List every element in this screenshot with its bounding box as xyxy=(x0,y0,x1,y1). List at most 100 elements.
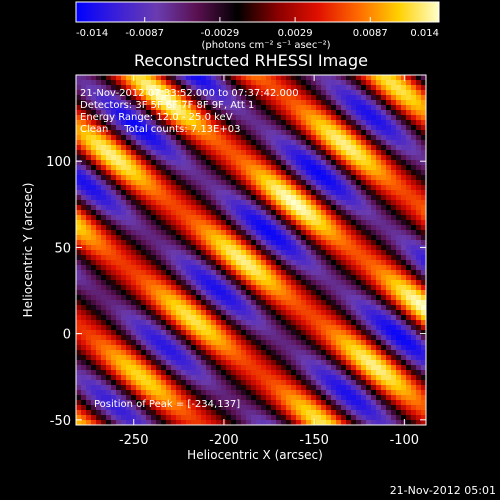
heatmap-cell xyxy=(341,385,347,391)
heatmap-cell xyxy=(156,380,162,386)
heatmap-cell xyxy=(396,165,402,171)
heatmap-cell xyxy=(301,305,307,311)
heatmap-cell xyxy=(271,375,277,381)
heatmap-cell xyxy=(266,355,272,361)
heatmap-cell xyxy=(101,205,107,211)
heatmap-cell xyxy=(106,90,112,96)
heatmap-cell xyxy=(341,375,347,381)
heatmap-cell xyxy=(366,260,372,266)
heatmap-cell xyxy=(106,410,112,416)
heatmap-cell xyxy=(251,390,257,396)
heatmap-cell xyxy=(266,190,272,196)
heatmap-cell xyxy=(81,220,87,226)
heatmap-cell xyxy=(196,290,202,296)
heatmap-cell xyxy=(181,330,187,336)
heatmap-cell xyxy=(96,75,102,81)
heatmap-cell xyxy=(356,290,362,296)
heatmap-cell xyxy=(166,340,172,346)
heatmap-cell xyxy=(126,290,132,296)
heatmap-cell xyxy=(411,270,417,276)
heatmap-cell xyxy=(416,385,422,391)
heatmap-cell xyxy=(236,125,242,131)
heatmap-cell xyxy=(276,235,282,241)
heatmap-cell xyxy=(171,180,177,186)
heatmap-cell xyxy=(106,335,112,341)
heatmap-cell xyxy=(221,80,227,86)
heatmap-cell xyxy=(131,185,137,191)
heatmap-cell xyxy=(231,230,237,236)
heatmap-cell xyxy=(181,160,187,166)
heatmap-cell xyxy=(361,95,367,101)
heatmap-cell xyxy=(326,355,332,361)
heatmap-cell xyxy=(211,105,217,111)
heatmap-cell xyxy=(136,210,142,216)
heatmap-cell xyxy=(311,105,317,111)
heatmap-cell xyxy=(266,185,272,191)
heatmap-cell xyxy=(191,235,197,241)
heatmap-cell xyxy=(141,165,147,171)
heatmap-cell xyxy=(381,105,387,111)
heatmap-cell xyxy=(241,160,247,166)
heatmap-cell xyxy=(161,200,167,206)
heatmap-cell xyxy=(91,135,97,141)
heatmap-cell xyxy=(176,295,182,301)
heatmap-cell xyxy=(386,360,392,366)
heatmap-cell xyxy=(351,185,357,191)
heatmap-cell xyxy=(191,105,197,111)
heatmap-cell xyxy=(191,370,197,376)
heatmap-cell xyxy=(261,330,267,336)
heatmap-cell xyxy=(116,385,122,391)
heatmap-cell xyxy=(346,270,352,276)
heatmap-cell xyxy=(291,345,297,351)
heatmap-cell xyxy=(131,250,137,256)
heatmap-cell xyxy=(361,215,367,221)
heatmap-cell xyxy=(316,420,322,425)
heatmap-cell xyxy=(146,265,152,271)
heatmap-cell xyxy=(96,150,102,156)
heatmap-cell xyxy=(186,210,192,216)
heatmap-cell xyxy=(251,125,257,131)
heatmap-cell xyxy=(271,300,277,306)
heatmap-cell xyxy=(336,340,342,346)
heatmap-cell xyxy=(181,405,187,411)
heatmap-cell xyxy=(411,125,417,131)
heatmap-cell xyxy=(126,190,132,196)
heatmap-cell xyxy=(136,300,142,306)
heatmap-cell xyxy=(286,190,292,196)
heatmap-cell xyxy=(386,265,392,271)
heatmap-cell xyxy=(211,140,217,146)
heatmap-cell xyxy=(366,355,372,361)
heatmap-cell xyxy=(281,390,287,396)
heatmap-cell xyxy=(166,220,172,226)
heatmap-cell xyxy=(156,195,162,201)
heatmap-cell xyxy=(411,75,417,81)
heatmap-cell xyxy=(116,150,122,156)
heatmap-cell xyxy=(326,210,332,216)
heatmap-cell xyxy=(76,370,82,376)
heatmap-cell xyxy=(326,180,332,186)
heatmap-cell xyxy=(181,165,187,171)
heatmap-cell xyxy=(266,320,272,326)
heatmap-cell xyxy=(251,325,257,331)
heatmap-cell xyxy=(221,330,227,336)
heatmap-cell xyxy=(311,240,317,246)
heatmap-cell xyxy=(376,400,382,406)
heatmap-cell xyxy=(326,325,332,331)
heatmap-cell xyxy=(191,80,197,86)
heatmap-cell xyxy=(261,95,267,101)
heatmap-cell xyxy=(256,190,262,196)
heatmap-cell xyxy=(136,415,142,421)
heatmap-cell xyxy=(166,330,172,336)
heatmap-cell xyxy=(231,255,237,261)
heatmap-cell xyxy=(396,95,402,101)
heatmap-cell xyxy=(126,285,132,291)
heatmap-cell xyxy=(391,160,397,166)
heatmap-cell xyxy=(171,185,177,191)
heatmap-cell xyxy=(136,130,142,136)
heatmap-cell xyxy=(381,305,387,311)
heatmap-cell xyxy=(96,325,102,331)
heatmap-cell xyxy=(406,295,412,301)
heatmap-cell xyxy=(126,360,132,366)
heatmap-cell xyxy=(326,85,332,91)
heatmap-cell xyxy=(101,165,107,171)
